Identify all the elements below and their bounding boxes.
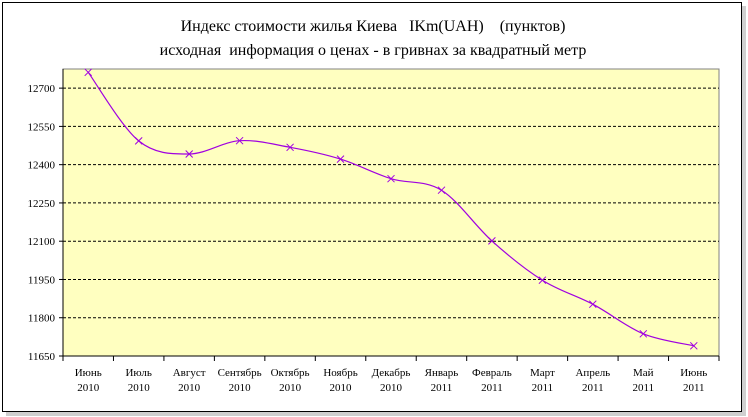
data-point-marker — [437, 186, 446, 195]
chart-frame: Индекс стоимости жилья Киева IKm(UAH) (п… — [2, 2, 742, 412]
x-tick-labels: Июнь 2010 Июль 2010 Август 2010 Сентябрь 2010 Ок… — [75, 367, 708, 394]
data-point-marker — [588, 300, 597, 309]
y-tick-label: 11800 — [28, 313, 56, 325]
data-point-marker — [185, 150, 194, 158]
y-tick-labels: 11650 11800 11950 12100 12250 12400 12550 12700 — [28, 83, 56, 363]
x-tick-label: Август 2010 — [173, 367, 206, 394]
x-tick-label: Ноябрь 2010 — [323, 367, 357, 394]
y-tick-label: 12700 — [28, 83, 56, 95]
chart-title: Индекс стоимости жилья Киева IKm(UAH) (п… — [181, 18, 566, 35]
y-tick-label: 12550 — [28, 121, 56, 133]
data-point-marker — [387, 174, 395, 183]
data-point-marker — [689, 341, 698, 350]
y-tick-label: 11650 — [28, 351, 56, 363]
y-tick-label: 12250 — [28, 198, 56, 210]
data-point-marker — [134, 137, 143, 145]
data-point-marker — [336, 155, 345, 163]
data-point-marker — [639, 329, 648, 338]
series-layer — [84, 68, 698, 350]
chart-subtitle: исходная информация о ценах - в гривнах … — [160, 42, 587, 59]
axes — [59, 69, 720, 361]
x-tick-label: Декабрь 2010 — [372, 367, 411, 394]
x-tick-label: Март 2011 — [530, 367, 555, 394]
x-tick-label: Июнь 2010 — [75, 367, 102, 394]
x-tick-label: Апрель 2011 — [575, 367, 610, 394]
x-tick-label: Июнь 2011 — [680, 367, 707, 394]
x-tick-label: Июль 2010 — [125, 367, 151, 394]
plot-area — [62, 68, 720, 357]
data-point-marker — [84, 68, 93, 77]
x-tick-label: Октябрь 2010 — [271, 367, 310, 394]
gridlines — [63, 87, 719, 319]
line-chart: Индекс стоимости жилья Киева IKm(UAH) (п… — [28, 18, 720, 394]
data-point-marker — [235, 136, 244, 145]
x-tick-label: Май 2011 — [633, 367, 655, 394]
y-tick-label: 12100 — [28, 236, 56, 248]
x-tick-label: Январь 2011 — [425, 367, 459, 394]
x-tick-label: Сентябрь 2010 — [218, 367, 262, 394]
data-point-marker — [488, 237, 496, 245]
x-tick-label: Февраль 2011 — [472, 367, 512, 394]
y-tick-label: 12400 — [28, 160, 56, 172]
data-point-marker — [286, 143, 294, 152]
y-tick-label: 11950 — [28, 274, 56, 286]
data-point-marker — [538, 276, 547, 285]
